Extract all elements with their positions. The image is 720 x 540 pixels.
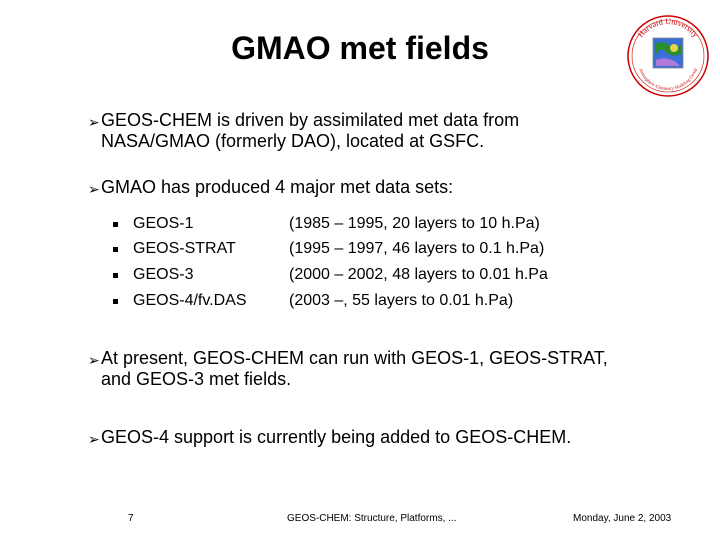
page-number: 7 [128,513,134,524]
bullet-text: GEOS-CHEM is driven by assimilated met d… [101,110,520,151]
dataset-name: GEOS-3 [133,266,194,283]
bullet-text: GEOS-4 support is currently being added … [101,427,572,447]
bullet-text: GMAO has produced 4 major met data sets: [101,177,454,197]
square-bullet-icon [113,273,118,278]
dataset-name: GEOS-4/fv.DAS [133,292,247,309]
footer-date: Monday, June 2, 2003 [573,513,672,524]
bullet-text: At present, GEOS-CHEM can run with GEOS-… [101,348,608,389]
dataset-name: GEOS-STRAT [133,240,236,257]
square-bullet-icon [113,247,118,252]
footer-title: GEOS-CHEM: Structure, Platforms, ... [287,513,457,524]
arrow-bullet-icon: ➢ [88,352,100,368]
square-bullet-icon [113,222,118,227]
dataset-detail: (1985 – 1995, 20 layers to 10 h.Pa) [289,215,540,232]
slide-title: GMAO met fields [231,30,489,66]
arrow-bullet-icon: ➢ [88,431,100,447]
arrow-bullet-icon: ➢ [88,181,100,197]
arrow-bullet-icon: ➢ [88,114,100,130]
dataset-detail: (2003 –, 55 layers to 0.01 h.Pa) [289,292,514,309]
dataset-detail: (1995 – 1997, 46 layers to 0.1 h.Pa) [289,240,545,257]
harvard-logo-icon: Harvard University Atmospheric Chemistry… [627,15,709,97]
square-bullet-icon [113,299,118,304]
dataset-detail: (2000 – 2002, 48 layers to 0.01 h.Pa [289,266,548,283]
dataset-name: GEOS-1 [133,215,194,232]
